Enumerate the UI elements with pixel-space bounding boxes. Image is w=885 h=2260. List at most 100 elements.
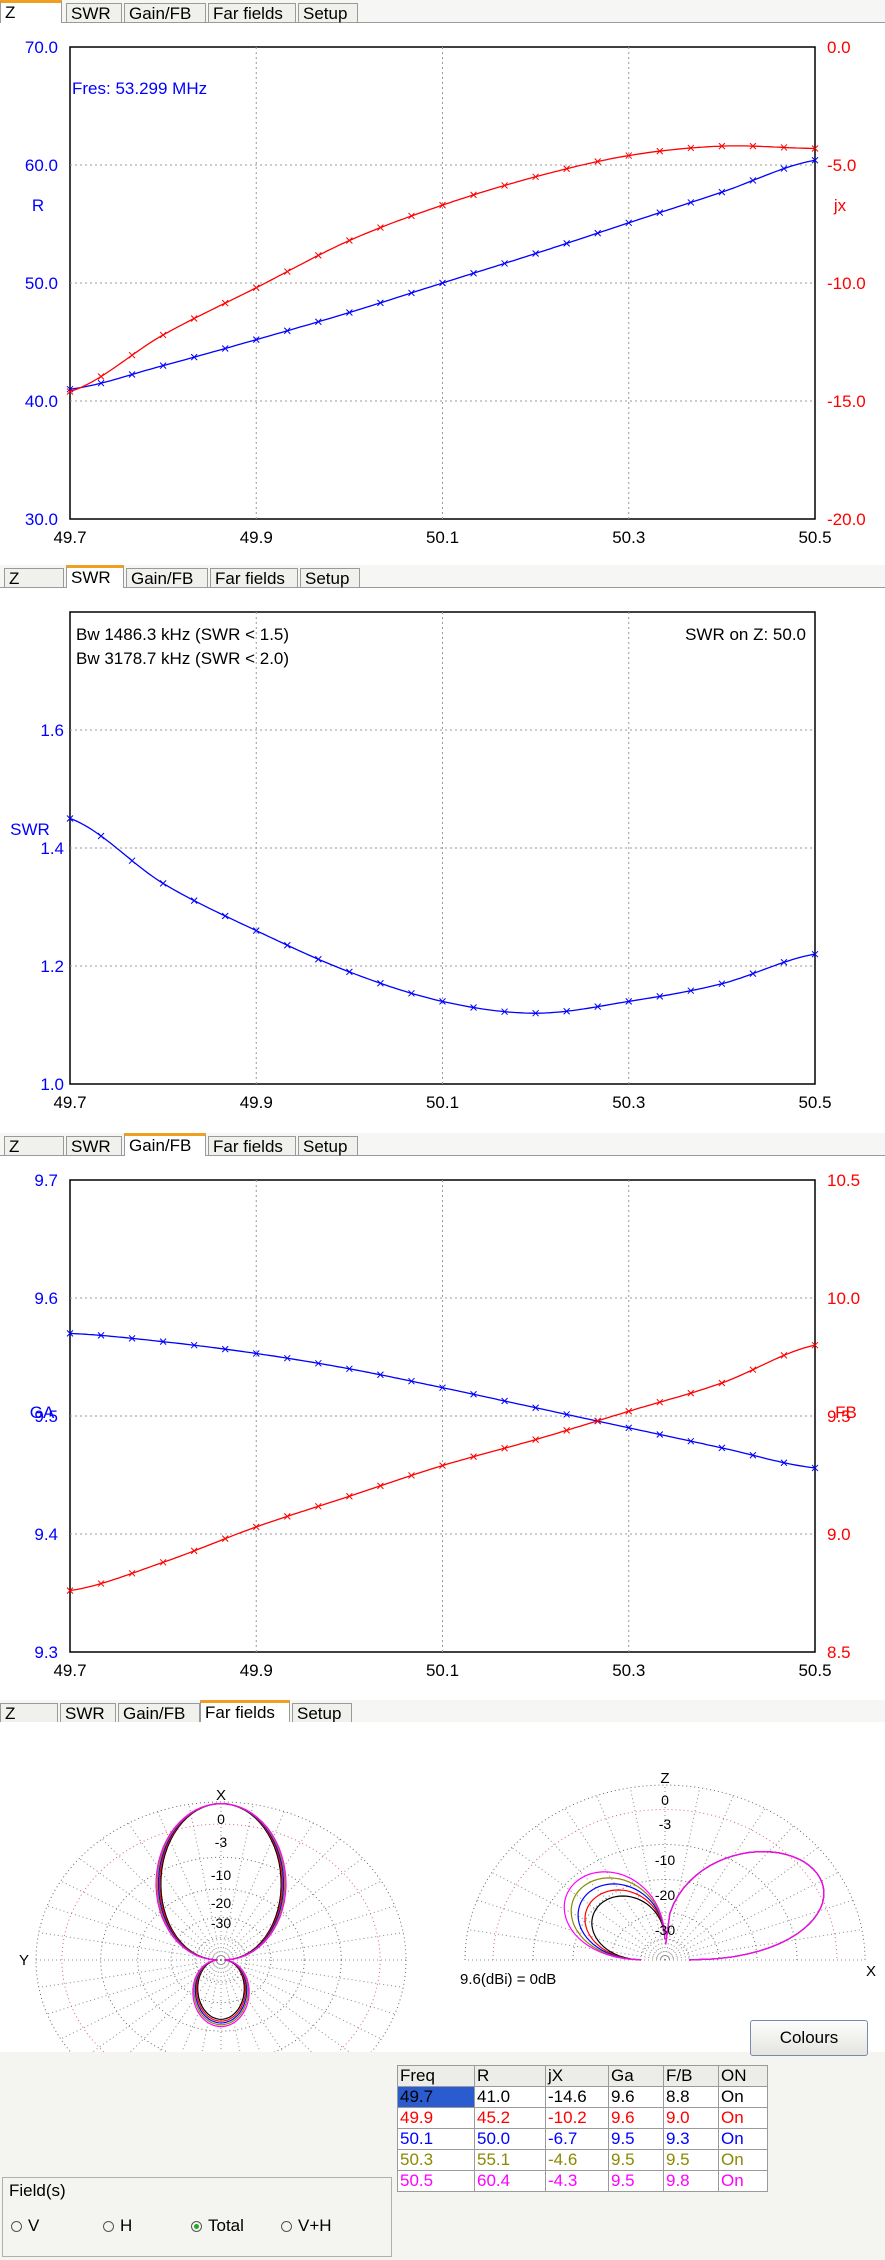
col-freq[interactable]: Freq [397, 2065, 475, 2087]
tab-far-fields[interactable]: Far fields [208, 3, 296, 23]
data-point [532, 1436, 539, 1443]
y2-tick-label: 0.0 [827, 38, 851, 57]
tab-far-fields[interactable]: Far fields [200, 1700, 290, 1723]
az-pattern [155, 1802, 287, 2028]
tab-gain-fb[interactable]: Gain/FB [124, 3, 206, 23]
table-cell: 9.5 [608, 2128, 664, 2150]
tab-far-fields[interactable]: Far fields [208, 1136, 296, 1156]
az-spoke [220, 1959, 382, 2040]
table-row[interactable]: 50.1 50.0 -6.7 9.5 9.3 On [397, 2128, 768, 2150]
data-point [128, 1334, 136, 1342]
data-point [66, 815, 74, 822]
data-point [656, 1431, 664, 1438]
col-fb[interactable]: F/B [663, 2065, 719, 2087]
table-header-row: Freq R jX Ga F/B ON [397, 2065, 768, 2087]
radio-total[interactable]: Total [191, 2216, 244, 2236]
table-cell: 49.7 [397, 2086, 475, 2108]
tab-setup[interactable]: Setup [292, 1703, 352, 1723]
tab-gain-fb[interactable]: Gain/FB [126, 568, 208, 588]
radio-total-dot[interactable] [191, 2221, 202, 2233]
y-tick-label: 40.0 [25, 392, 58, 411]
col-ga[interactable]: Ga [608, 2065, 664, 2087]
tab-z[interactable]: Z [0, 1703, 58, 1723]
data-point [66, 1587, 74, 1594]
radio-h-dot[interactable] [103, 2221, 114, 2233]
tab-swr[interactable]: SWR [66, 3, 122, 23]
col-on[interactable]: ON [718, 2065, 768, 2087]
data-point [780, 1351, 788, 1359]
tab-setup[interactable]: Setup [298, 1136, 358, 1156]
data-point [718, 1444, 726, 1452]
tab-swr[interactable]: SWR [60, 1703, 116, 1723]
y-tick-label: 1.6 [40, 721, 64, 740]
tab-swr[interactable]: SWR [66, 1136, 122, 1156]
data-point [66, 1330, 74, 1337]
el-spoke [664, 1825, 794, 1961]
data-point [625, 1407, 633, 1415]
data-point [687, 144, 695, 152]
el-spoke [664, 1899, 854, 1961]
tab-far-fields[interactable]: Far fields [210, 568, 298, 588]
radio-vh[interactable]: V+H [281, 2216, 332, 2236]
table-cell: 50.1 [397, 2128, 475, 2150]
tab-z[interactable]: Z [0, 0, 62, 23]
radio-vh-dot[interactable] [281, 2221, 292, 2233]
data-point [625, 998, 633, 1005]
tab-gain-fb[interactable]: Gain/FB [124, 1133, 206, 1156]
az-spoke [78, 1858, 222, 1961]
data-point [252, 336, 260, 343]
radio-v[interactable]: V [11, 2216, 39, 2236]
el-ring [640, 1938, 690, 1961]
y-axis-label-ga: GA [30, 1403, 55, 1422]
az-ring-label: -10 [211, 1867, 231, 1883]
data-point [501, 260, 508, 267]
table-cell: -14.6 [545, 2086, 609, 2108]
az-spoke [201, 1959, 222, 2052]
data-point [656, 209, 664, 216]
col-jx[interactable]: jX [545, 2065, 609, 2087]
x-tick-label: 49.9 [240, 528, 273, 547]
x-tick-label: 49.7 [53, 528, 86, 547]
y-tick-label: 9.3 [34, 1643, 58, 1662]
z-tab-bar: Z SWR Gain/FB Far fields Setup [0, 0, 885, 23]
data-point [314, 252, 322, 259]
table-cell: 9.5 [608, 2170, 664, 2192]
y2-tick-label: 8.5 [827, 1643, 851, 1662]
az-ring-label: -20 [211, 1895, 231, 1911]
table-cell: 9.0 [663, 2107, 719, 2129]
tab-setup[interactable]: Setup [298, 3, 358, 23]
far-field-plots: X Y 0 -3 -10 -20 -30 Z X 0 -3 -10 -20 -30 9.6(dBi) = 0… [0, 1722, 885, 2052]
data-point [377, 224, 384, 231]
data-point [346, 1492, 353, 1500]
el-spoke [664, 1808, 766, 1961]
colours-button[interactable]: Colours [750, 2020, 868, 2056]
radio-v-dot[interactable] [11, 2221, 22, 2233]
col-r[interactable]: R [474, 2065, 546, 2087]
table-cell: 50.0 [474, 2128, 546, 2150]
data-point [625, 219, 633, 227]
data-point [377, 299, 384, 307]
tab-setup[interactable]: Setup [300, 568, 360, 588]
radio-h[interactable]: H [103, 2216, 132, 2236]
table-row[interactable]: 50.5 60.4 -4.3 9.5 9.8 On [397, 2170, 768, 2192]
reference-level: 9.6(dBi) = 0dB [460, 1971, 556, 1988]
tab-gain-fb[interactable]: Gain/FB [118, 1703, 200, 1723]
data-point [532, 1009, 539, 1017]
data-point [97, 379, 105, 387]
tab-z[interactable]: Z [4, 1136, 64, 1156]
table-row[interactable]: 50.3 55.1 -4.6 9.5 9.5 On [397, 2149, 768, 2171]
data-point [439, 1462, 446, 1469]
az-spoke [181, 1959, 222, 2052]
tab-swr[interactable]: SWR [66, 565, 124, 588]
tab-z[interactable]: Z [4, 568, 64, 588]
table-row[interactable]: 49.9 45.2 -10.2 9.6 9.0 On [397, 2107, 768, 2129]
table-row[interactable]: 49.7 41.0 -14.6 9.6 8.8 On [397, 2086, 768, 2108]
table-cell: 9.5 [608, 2149, 664, 2171]
table-cell: 49.9 [397, 2107, 475, 2129]
table-cell: 55.1 [474, 2149, 546, 2171]
data-point [283, 327, 291, 335]
data-point [408, 1377, 415, 1385]
y-tick-label: 9.4 [34, 1525, 58, 1544]
el-pattern-front [665, 1850, 825, 1961]
x-tick-label: 50.5 [798, 528, 831, 547]
